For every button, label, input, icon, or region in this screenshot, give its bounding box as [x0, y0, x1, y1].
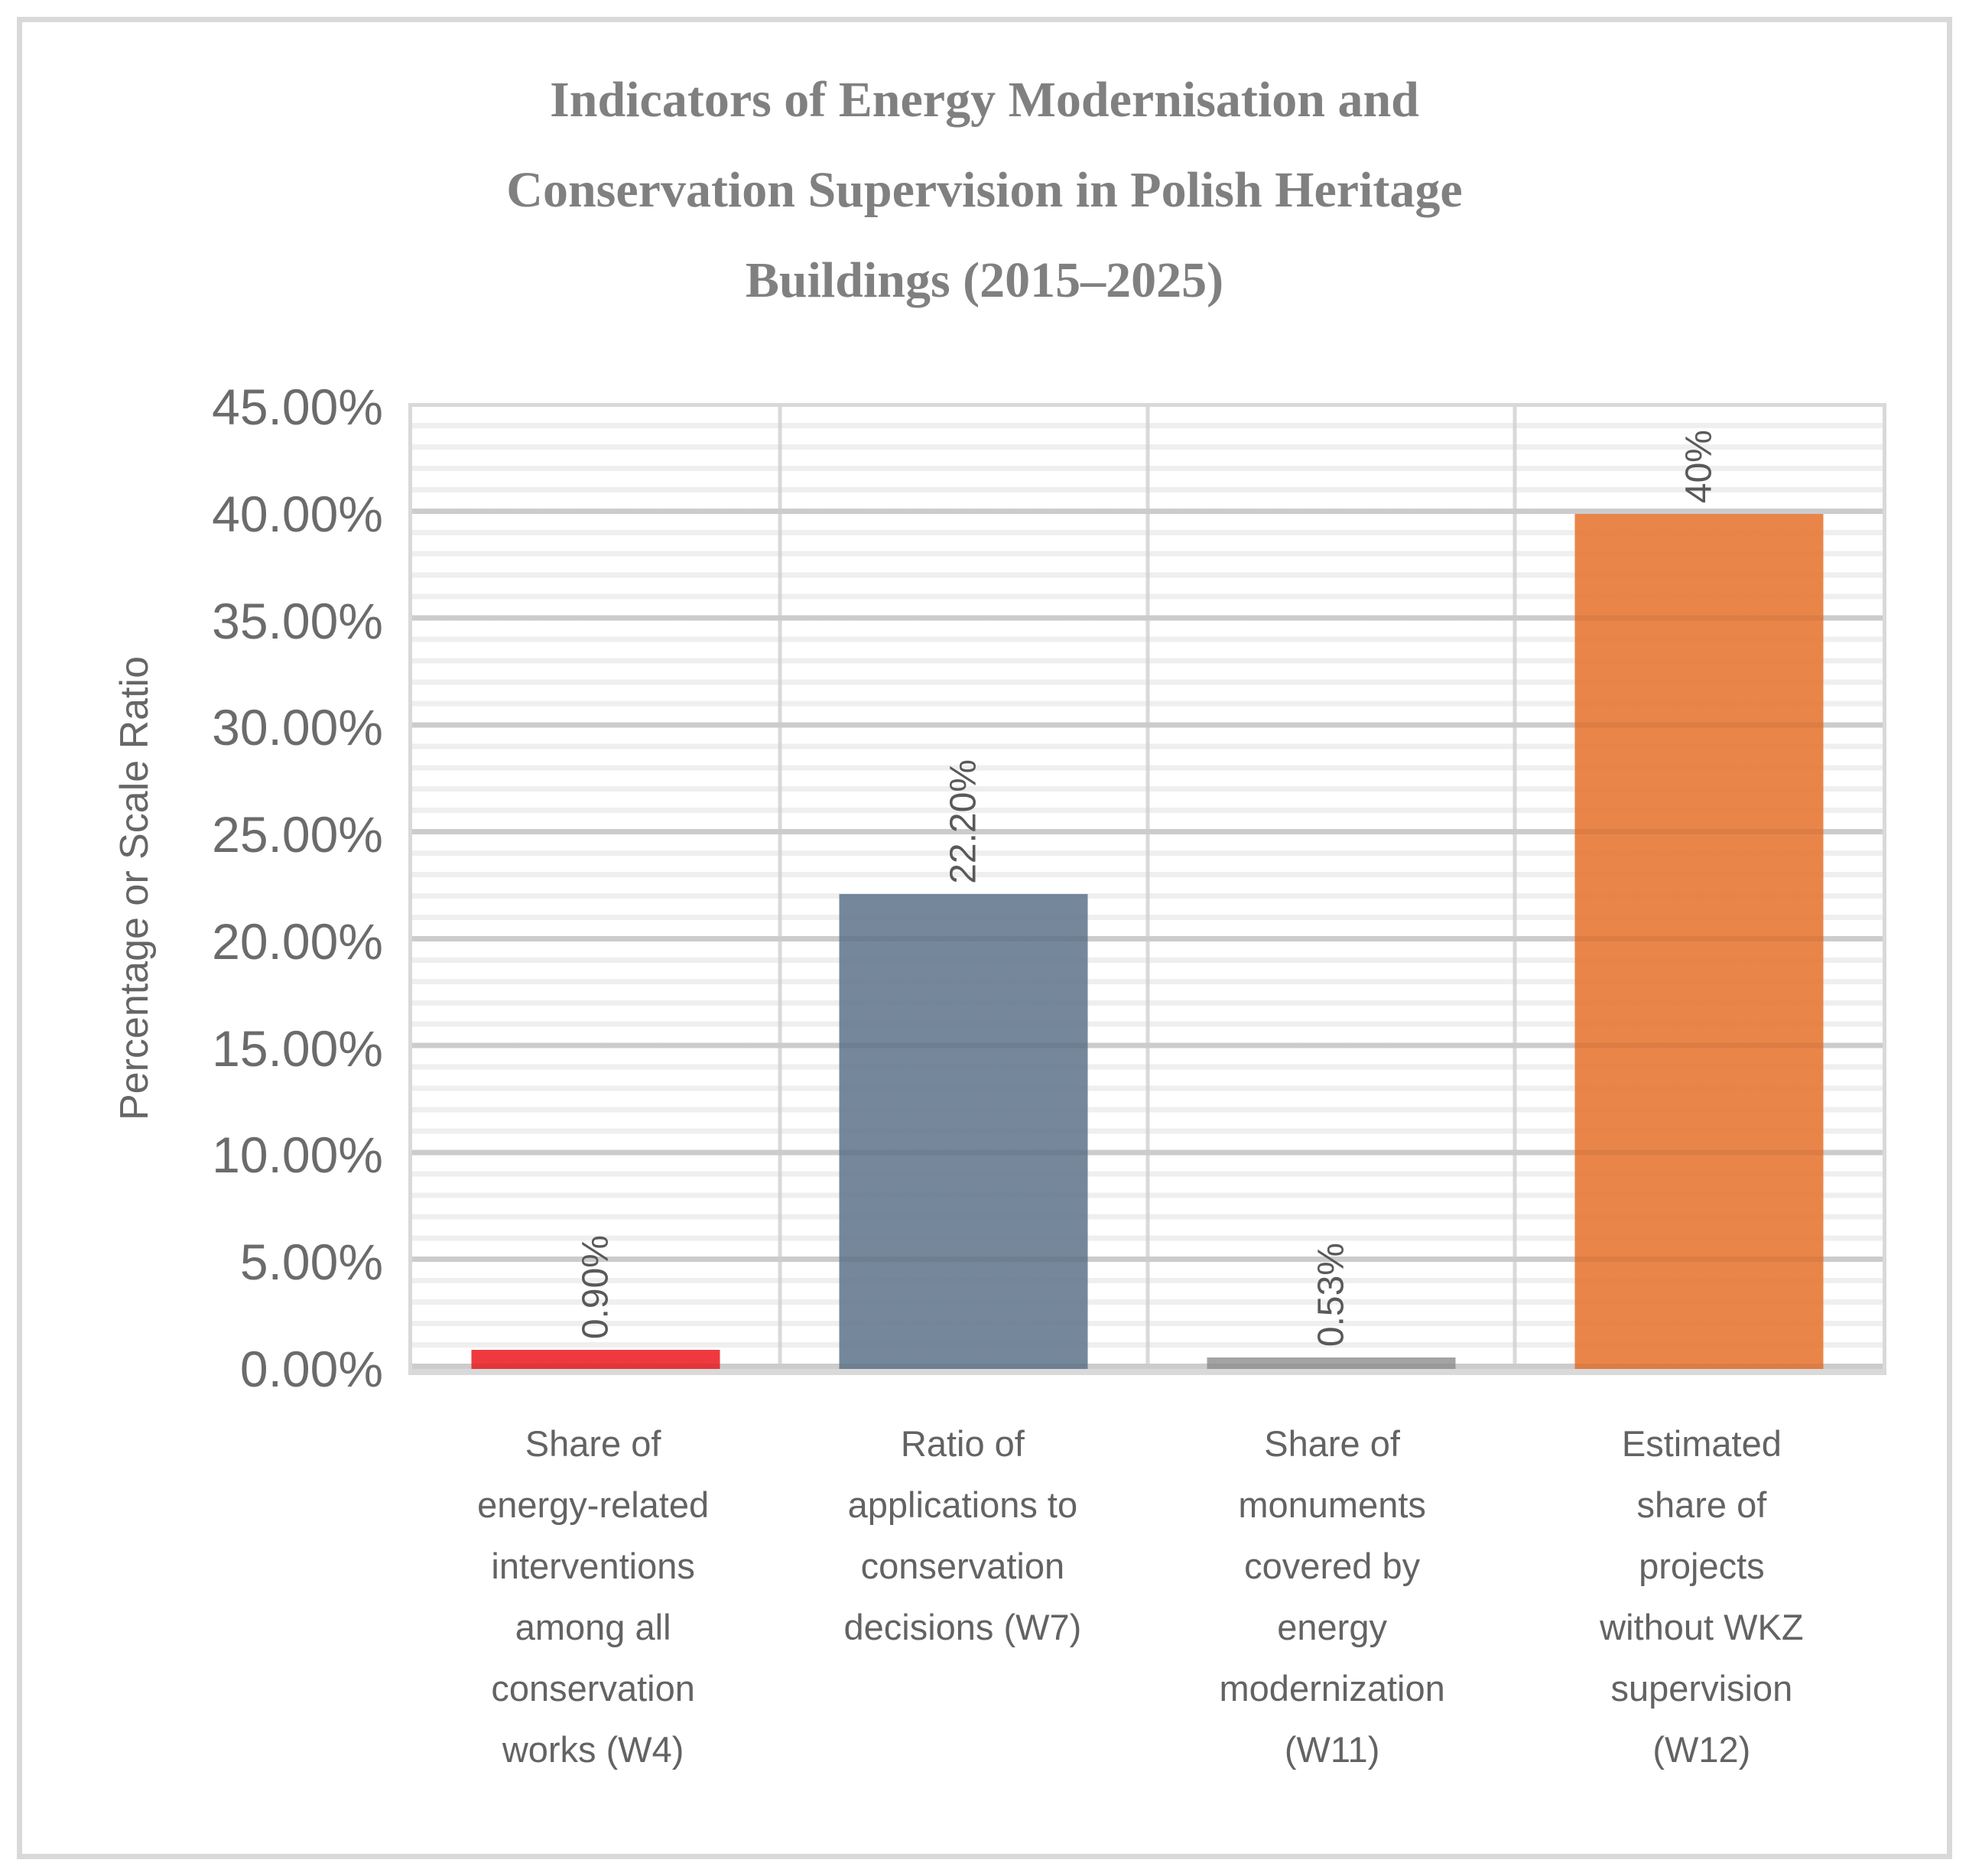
category-label: Share of energy-related interventions am…	[477, 1423, 710, 1770]
category-label: Ratio of applications to conservation de…	[843, 1423, 1082, 1647]
bar-2	[839, 894, 1088, 1369]
category-separator-gridline	[1512, 407, 1517, 1369]
y-tick-label: 20.00%	[212, 912, 383, 970]
y-tick-label: 15.00%	[212, 1019, 383, 1077]
plot-area: 0.90% 22.20% 0.53% 40%	[408, 403, 1886, 1375]
category-separator-gridline	[778, 407, 782, 1369]
y-tick-label: 45.00%	[212, 379, 383, 435]
y-tick-label: 25.00%	[212, 806, 383, 863]
bar-3	[1207, 1357, 1456, 1369]
bar-value-label: 40%	[1678, 429, 1720, 503]
category-separator-gridline	[1145, 407, 1149, 1369]
bar-value-label: 22.20%	[943, 759, 984, 884]
chart-title: Indicators of Energy Modernisation and C…	[506, 72, 1463, 308]
y-tick-label: 0.00%	[239, 1341, 383, 1397]
category-label: Estimated share of projects without WKZ …	[1600, 1423, 1804, 1770]
y-tick-label: 30.00%	[212, 699, 383, 756]
y-axis-tick-labels: 0.00% 5.00% 10.00% 15.00% 20.00% 25.00% 30.00%…	[0, 379, 383, 1397]
y-tick-label: 10.00%	[212, 1127, 383, 1184]
bar-1	[471, 1349, 720, 1369]
bar-4	[1574, 513, 1824, 1369]
y-tick-label: 5.00%	[239, 1234, 383, 1291]
y-tick-label: 40.00%	[212, 485, 383, 542]
bar-value-label: 0.53%	[1311, 1243, 1352, 1348]
bar-value-label: 0.90%	[575, 1234, 616, 1339]
category-label: Share of monuments covered by energy mod…	[1219, 1423, 1445, 1770]
y-tick-label: 35.00%	[212, 592, 383, 649]
category-axis-labels: Share of energy-related interventions am…	[408, 1413, 1886, 1780]
